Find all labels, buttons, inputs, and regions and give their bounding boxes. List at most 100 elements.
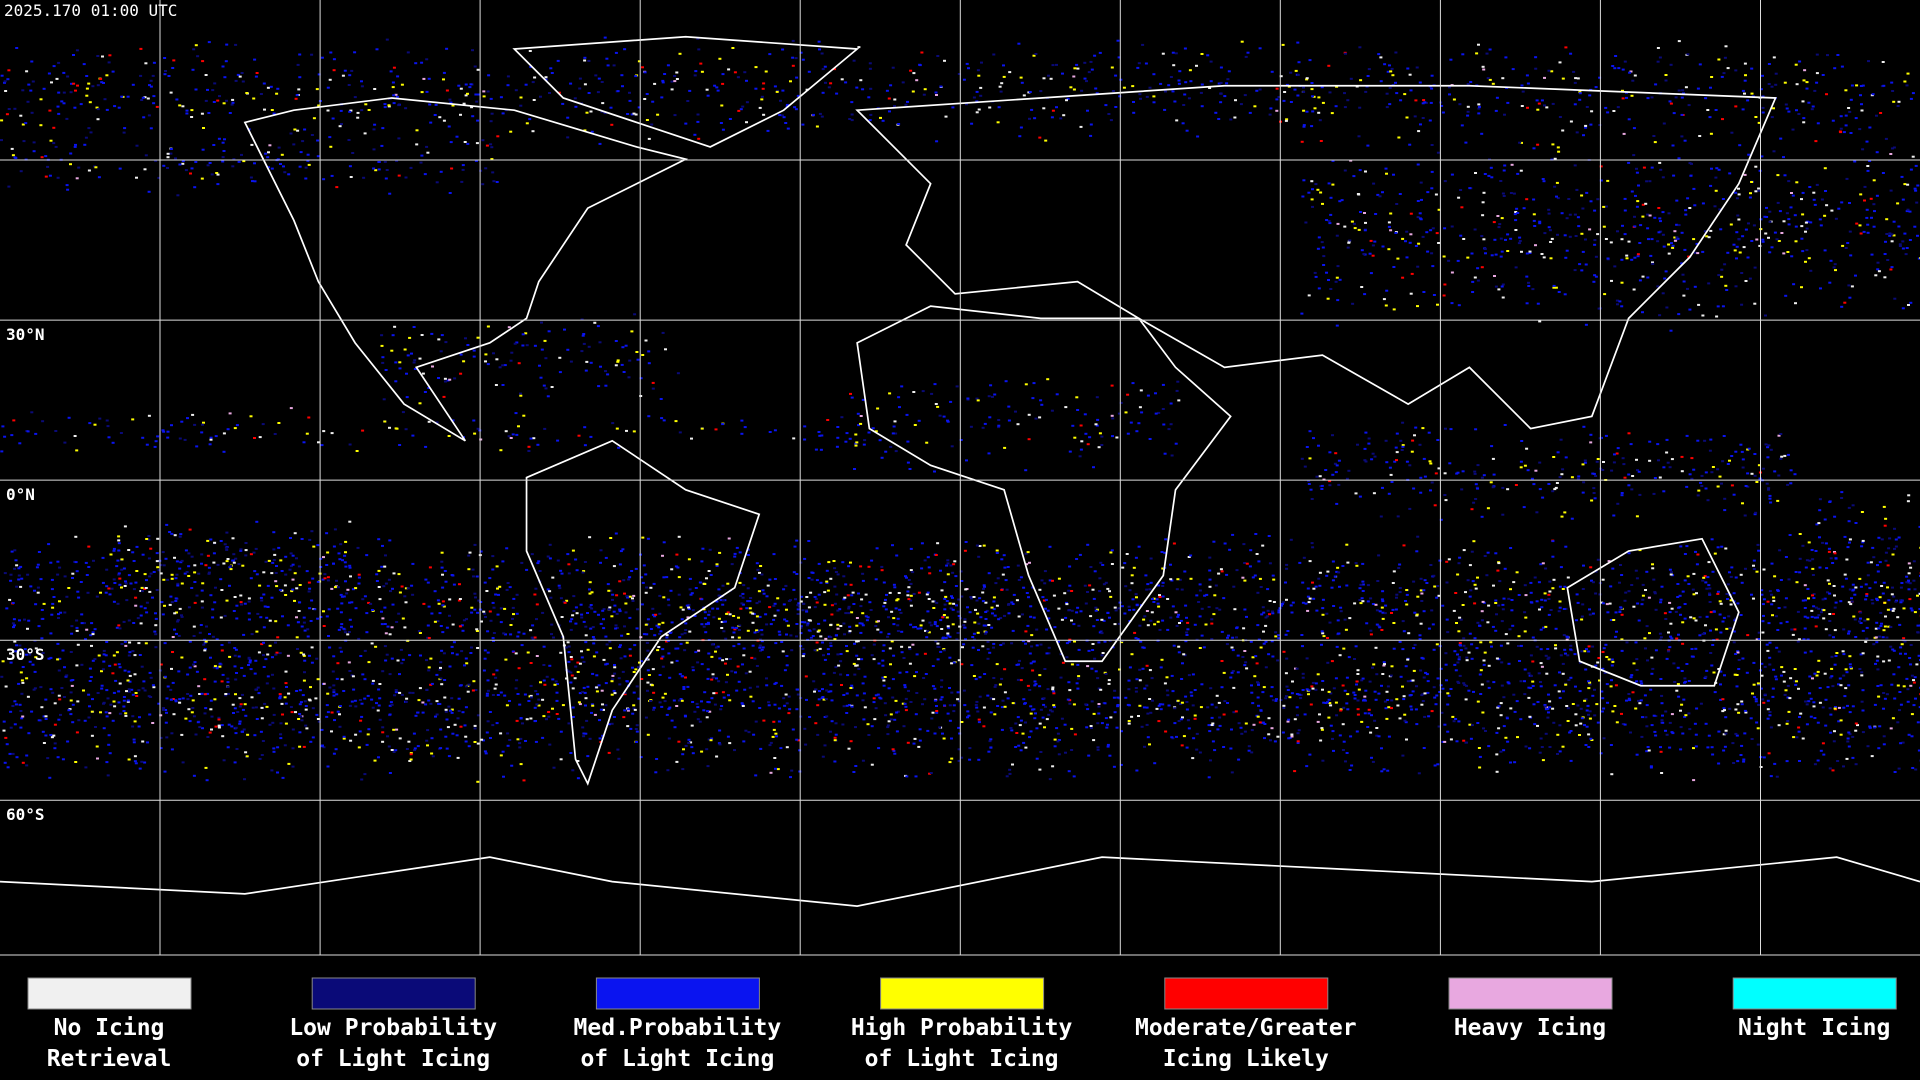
icing-pixel <box>1553 157 1557 160</box>
icing-pixel <box>58 657 62 660</box>
icing-pixel <box>1592 487 1596 490</box>
icing-pixel <box>491 601 495 604</box>
icing-pixel <box>1650 656 1654 659</box>
icing-pixel <box>1389 473 1393 476</box>
icing-pixel <box>1584 126 1588 129</box>
icing-pixel <box>102 727 106 730</box>
icing-pixel <box>1704 624 1707 627</box>
icing-pixel <box>1885 218 1889 221</box>
icing-pixel <box>1593 209 1597 212</box>
icing-pixel <box>339 611 343 614</box>
icing-pixel <box>1122 86 1126 89</box>
icing-pixel <box>597 613 600 616</box>
icing-pixel <box>1447 259 1451 262</box>
icing-pixel <box>1832 636 1835 639</box>
icing-pixel <box>220 589 224 591</box>
icing-pixel <box>878 439 882 442</box>
icing-pixel <box>1279 75 1283 78</box>
icing-pixel <box>18 442 22 445</box>
icing-pixel <box>505 547 509 550</box>
icing-pixel <box>628 648 632 651</box>
icing-pixel <box>1514 229 1518 231</box>
icing-pixel <box>1646 97 1650 100</box>
icing-pixel <box>942 737 946 740</box>
icing-pixel <box>404 107 408 110</box>
icing-pixel <box>404 428 408 431</box>
icing-pixel <box>1576 216 1580 219</box>
icing-pixel <box>117 573 121 576</box>
icing-pixel <box>1405 460 1409 463</box>
icing-pixel <box>1775 238 1779 241</box>
icing-pixel <box>424 578 428 581</box>
icing-pixel <box>1377 624 1381 627</box>
icing-pixel <box>163 73 167 76</box>
icing-pixel <box>986 648 990 651</box>
icing-pixel <box>1318 119 1322 122</box>
icing-pixel <box>31 80 35 83</box>
icing-pixel <box>176 194 180 197</box>
icing-pixel <box>11 602 15 604</box>
icing-pixel <box>403 595 407 598</box>
icing-pixel <box>1738 144 1742 147</box>
icing-pixel <box>200 112 204 115</box>
icing-pixel <box>876 693 880 696</box>
icing-pixel <box>1803 615 1807 618</box>
icing-pixel <box>1722 435 1726 437</box>
icing-pixel <box>1613 265 1617 268</box>
icing-pixel <box>448 665 452 668</box>
icing-pixel <box>1755 721 1759 724</box>
icing-pixel <box>242 160 246 163</box>
icing-pixel <box>1177 651 1181 654</box>
icing-pixel <box>1653 141 1657 144</box>
icing-pixel <box>1019 76 1023 79</box>
icing-pixel <box>1859 653 1863 656</box>
icing-pixel <box>854 444 858 447</box>
icing-pixel <box>1543 76 1546 79</box>
icing-pixel <box>1093 570 1097 573</box>
icing-pixel <box>977 108 981 111</box>
icing-pixel <box>482 610 486 613</box>
icing-pixel <box>204 707 208 710</box>
icing-pixel <box>1792 283 1796 286</box>
icing-pixel <box>1432 574 1436 577</box>
icing-pixel <box>1198 583 1202 586</box>
icing-pixel <box>1015 599 1019 602</box>
icing-pixel <box>614 340 618 342</box>
icing-pixel <box>279 559 283 562</box>
icing-pixel <box>19 114 23 117</box>
icing-pixel <box>350 625 353 628</box>
icing-pixel <box>1486 507 1490 510</box>
icing-pixel <box>1351 302 1355 305</box>
icing-pixel <box>1663 612 1667 615</box>
icing-pixel <box>1849 98 1853 101</box>
icing-pixel <box>645 119 649 121</box>
icing-pixel <box>1615 630 1618 633</box>
icing-pixel <box>265 705 269 708</box>
icing-pixel <box>1777 434 1781 437</box>
icing-pixel <box>1699 481 1703 484</box>
icing-pixel <box>1814 550 1818 552</box>
icing-pixel <box>1685 434 1689 437</box>
icing-pixel <box>1715 315 1719 318</box>
icing-pixel <box>900 385 904 388</box>
icing-pixel <box>756 629 760 632</box>
icing-pixel <box>1746 472 1750 475</box>
icing-pixel <box>1027 413 1031 416</box>
icing-pixel <box>575 612 579 615</box>
icing-pixel <box>1070 619 1073 622</box>
icing-pixel <box>517 362 521 365</box>
icing-pixel <box>590 591 594 594</box>
icing-pixel <box>1638 279 1642 282</box>
icing-pixel <box>464 657 468 660</box>
icing-pixel <box>189 694 193 697</box>
icing-pixel <box>56 560 60 563</box>
icing-pixel <box>745 79 748 82</box>
icing-pixel <box>1250 751 1254 754</box>
icing-pixel <box>1345 584 1349 587</box>
icing-pixel <box>1077 675 1081 678</box>
icing-pixel <box>743 688 747 691</box>
icing-pixel <box>1798 571 1802 574</box>
icing-pixel <box>1331 434 1334 437</box>
icing-pixel <box>882 605 886 608</box>
icing-pixel <box>1863 199 1866 202</box>
